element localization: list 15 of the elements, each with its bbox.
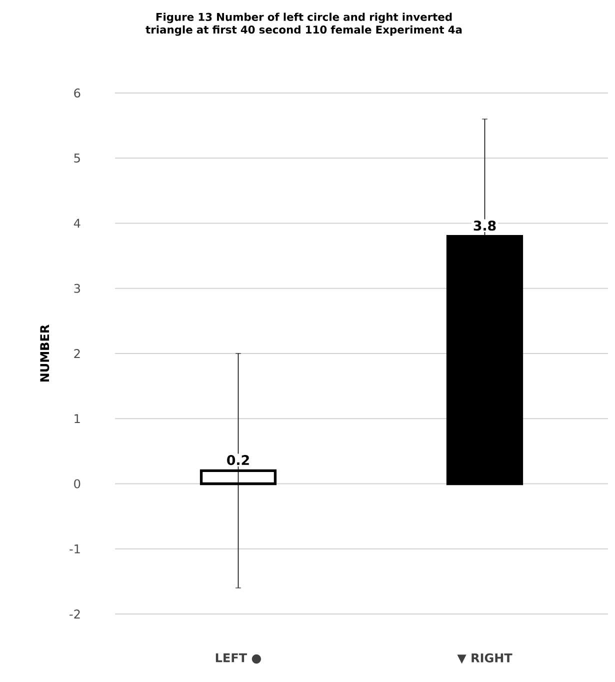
y-tick-label: 1 bbox=[74, 414, 80, 423]
y-axis-title: NUMBER bbox=[40, 324, 50, 382]
y-tick-label: -2 bbox=[70, 610, 80, 618]
data-label: 0.2 bbox=[227, 455, 249, 466]
y-tick-label: 4 bbox=[74, 218, 80, 228]
y-tick-label: 6 bbox=[74, 88, 80, 98]
y-tick-label: -1 bbox=[70, 544, 80, 554]
y-tick-label: 3 bbox=[74, 284, 80, 293]
x-tick-label: LEFT ● bbox=[216, 653, 262, 664]
y-tick-label: 2 bbox=[74, 349, 80, 358]
data-label: 3.8 bbox=[474, 220, 496, 231]
chart-title: Figure 13 Number of left circle and right inverted triangle at first 40 second 110 female Experiment 4a bbox=[146, 12, 462, 36]
y-tick-label: 5 bbox=[74, 154, 80, 163]
x-tick-label: ▼ RIGHT bbox=[457, 653, 512, 664]
y-tick-label: 0 bbox=[74, 479, 80, 488]
